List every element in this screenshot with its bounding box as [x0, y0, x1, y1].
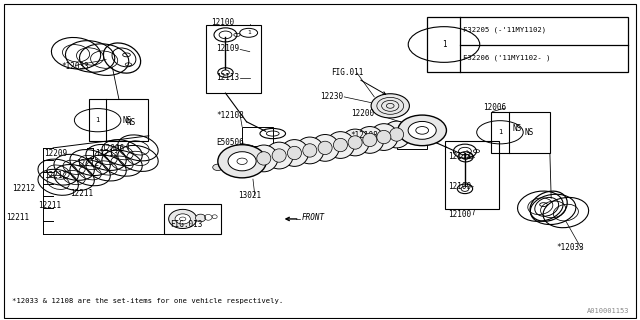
Ellipse shape — [326, 132, 355, 158]
Ellipse shape — [228, 152, 256, 171]
Ellipse shape — [377, 130, 391, 144]
Text: 12212: 12212 — [12, 184, 35, 193]
Ellipse shape — [370, 124, 398, 150]
Ellipse shape — [265, 142, 293, 169]
Text: *12033 & 12108 are the set-items for one vehicle respectively.: *12033 & 12108 are the set-items for one… — [12, 298, 284, 304]
Bar — [164, 204, 221, 234]
Text: F32205 (-'11MY1102): F32205 (-'11MY1102) — [463, 27, 546, 33]
Text: 12230: 12230 — [320, 92, 343, 101]
Text: 12100: 12100 — [448, 210, 471, 219]
Text: 12006: 12006 — [483, 103, 506, 112]
Text: 12109: 12109 — [448, 182, 471, 191]
Text: FIG.011: FIG.011 — [332, 68, 364, 77]
Ellipse shape — [348, 136, 362, 149]
Text: 12212: 12212 — [76, 159, 99, 168]
Ellipse shape — [408, 122, 436, 139]
Ellipse shape — [218, 145, 266, 178]
Text: 12113: 12113 — [448, 152, 471, 161]
Text: 12200: 12200 — [351, 109, 374, 118]
Ellipse shape — [398, 115, 447, 146]
Ellipse shape — [356, 126, 384, 153]
Ellipse shape — [333, 138, 348, 152]
Bar — [491, 112, 550, 153]
Text: *12033: *12033 — [556, 243, 584, 252]
Text: 12213: 12213 — [95, 149, 118, 158]
Text: *12108: *12108 — [351, 131, 378, 140]
Bar — [242, 126, 273, 146]
Ellipse shape — [296, 137, 324, 164]
Ellipse shape — [280, 140, 308, 166]
Text: 1: 1 — [498, 129, 502, 135]
Bar — [428, 17, 628, 72]
Text: NS: NS — [127, 118, 136, 127]
Text: 12113: 12113 — [216, 73, 239, 82]
Text: 12006: 12006 — [101, 144, 124, 153]
Text: 12209: 12209 — [44, 149, 67, 158]
Bar — [445, 141, 499, 209]
Text: F32206 ('11MY1102- ): F32206 ('11MY1102- ) — [463, 55, 550, 61]
Ellipse shape — [272, 149, 286, 162]
Text: 1: 1 — [95, 117, 100, 123]
Ellipse shape — [221, 161, 234, 170]
Ellipse shape — [371, 94, 410, 118]
Text: 12100: 12100 — [211, 19, 235, 28]
Bar — [206, 25, 260, 93]
Ellipse shape — [175, 214, 190, 224]
Text: 12212: 12212 — [44, 172, 67, 180]
Text: A010001153: A010001153 — [588, 308, 630, 314]
Text: FIG.013: FIG.013 — [170, 220, 202, 229]
Ellipse shape — [311, 134, 339, 161]
Text: 1: 1 — [442, 40, 446, 49]
Ellipse shape — [212, 164, 223, 171]
Bar — [89, 100, 148, 141]
Text: FRONT: FRONT — [302, 213, 325, 222]
Ellipse shape — [383, 121, 411, 148]
Text: 13021: 13021 — [238, 191, 261, 200]
Text: NS: NS — [525, 128, 534, 137]
Text: 12211: 12211 — [70, 189, 93, 198]
Text: E50506: E50506 — [216, 138, 244, 147]
Ellipse shape — [257, 152, 271, 165]
Text: NS: NS — [122, 116, 132, 125]
Ellipse shape — [390, 128, 404, 141]
Ellipse shape — [341, 129, 369, 156]
Bar — [397, 130, 428, 149]
Ellipse shape — [303, 144, 317, 157]
Text: *12033: *12033 — [61, 61, 89, 70]
Text: 12109: 12109 — [216, 44, 239, 53]
Ellipse shape — [363, 133, 377, 147]
Text: *12108: *12108 — [216, 111, 244, 120]
Text: 1: 1 — [247, 30, 250, 35]
Ellipse shape — [195, 214, 205, 222]
Text: NS: NS — [512, 124, 522, 132]
Ellipse shape — [318, 141, 332, 155]
Ellipse shape — [250, 145, 278, 172]
Text: 12211: 12211 — [6, 213, 29, 222]
Ellipse shape — [169, 209, 196, 228]
Ellipse shape — [287, 146, 301, 160]
Text: 12211: 12211 — [38, 201, 61, 210]
